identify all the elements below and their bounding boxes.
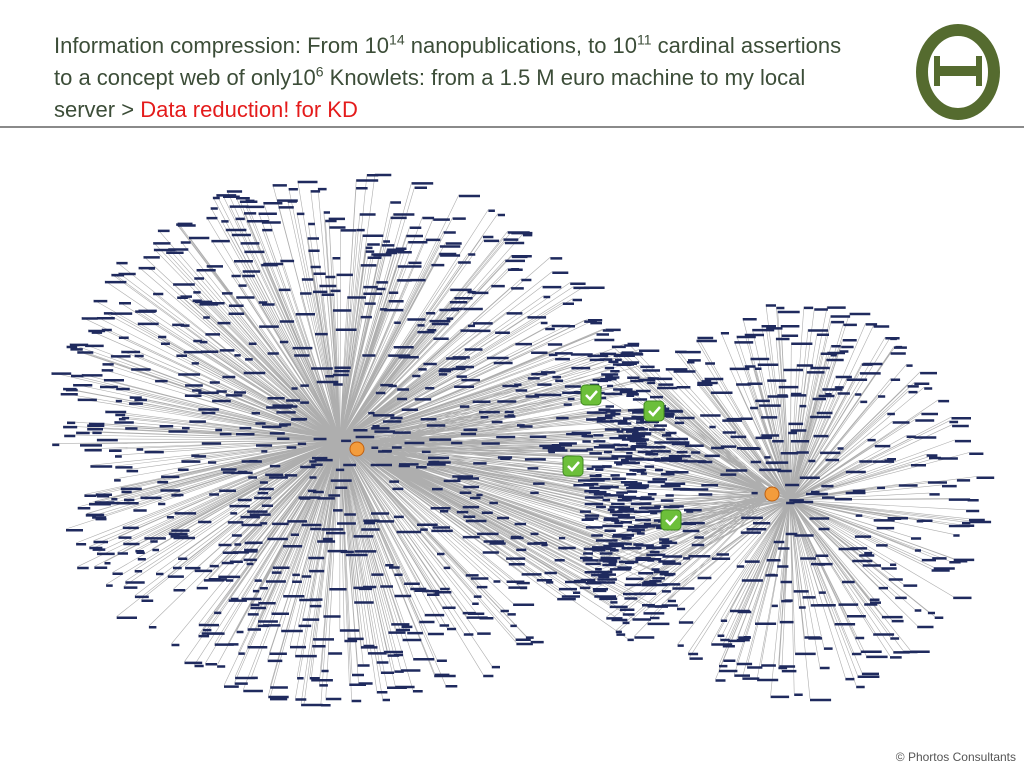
title-superscript: 6 <box>315 63 324 80</box>
header-rule <box>0 126 1024 128</box>
hub-node <box>764 486 780 502</box>
slide-title: Information compression: From 1014 nanop… <box>54 30 854 126</box>
network-edges <box>51 173 977 705</box>
check-icon <box>562 455 584 477</box>
check-mark <box>665 515 678 526</box>
check-mark <box>585 390 598 401</box>
title-text: nanopublications, to 10 <box>404 33 638 58</box>
title-text: Data reduction! for KD <box>140 97 358 122</box>
check-mark <box>567 461 580 472</box>
check-icon <box>580 384 602 406</box>
title-superscript: 14 <box>389 31 405 48</box>
check-mark <box>648 406 661 417</box>
title-text: Information compression: From 10 <box>54 33 390 58</box>
network-nodes <box>51 173 995 707</box>
hub-node <box>349 441 365 457</box>
copyright: © Phortos Consultants <box>895 750 1016 764</box>
check-icon <box>660 509 682 531</box>
title-superscript: 11 <box>637 31 652 48</box>
title-text: cardinal assertions to a concept web of … <box>54 33 842 90</box>
title-text: Knowlets: from a 1.5 M euro machine to m… <box>54 65 806 122</box>
check-icon <box>643 400 665 422</box>
logo <box>916 24 1000 120</box>
